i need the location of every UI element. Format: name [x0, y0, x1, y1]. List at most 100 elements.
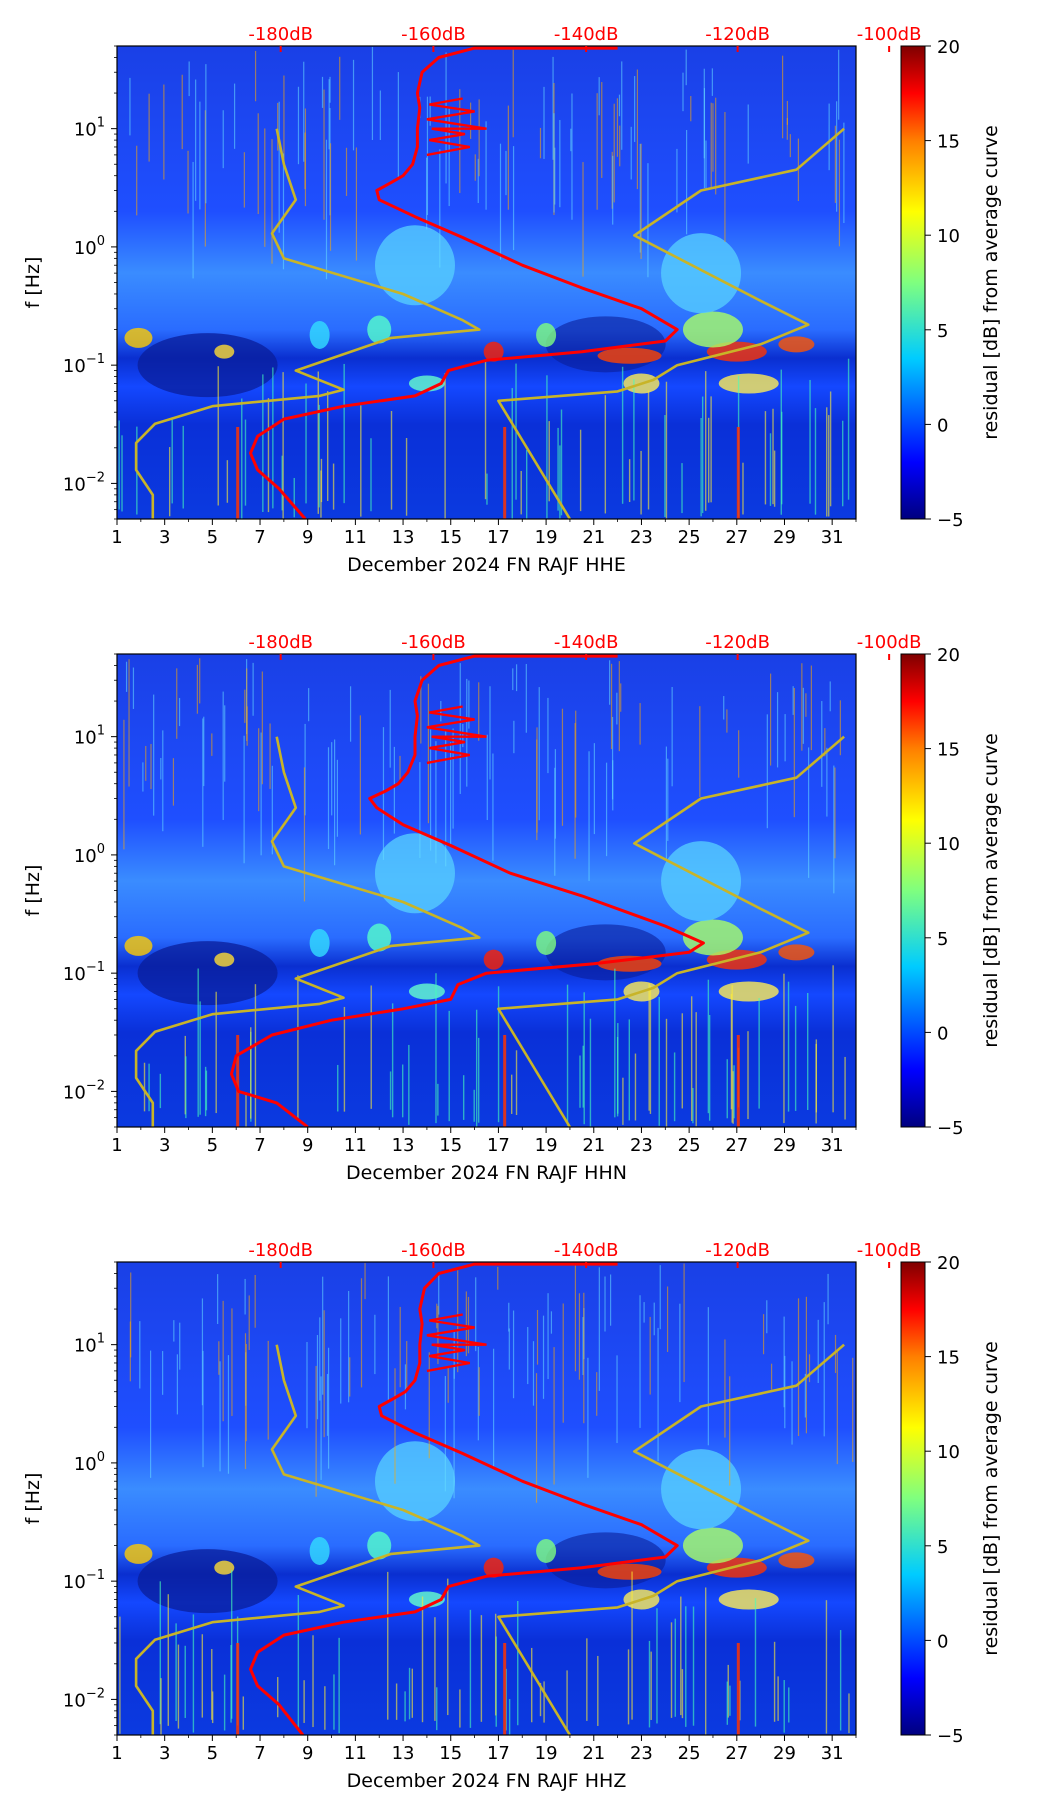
transient-streak: [271, 139, 273, 264]
y-tick-mantissa: 10: [74, 120, 97, 141]
transient-streak: [391, 1003, 394, 1118]
db-scale-label: -100dB: [857, 632, 922, 653]
transient-streak: [360, 405, 362, 517]
transient-streak: [747, 104, 749, 164]
transient-streak: [543, 86, 545, 159]
transient-streak: [733, 1065, 735, 1119]
x-tick-label: 5: [207, 1743, 218, 1764]
transient-streak: [643, 1302, 645, 1323]
transient-streak: [633, 379, 635, 501]
model-curve-left: [134, 1344, 481, 1735]
transient-streak: [453, 1364, 455, 1499]
db-scale-label: -180dB: [248, 24, 313, 45]
transient-streak: [670, 1622, 673, 1718]
transient-streak: [553, 1347, 555, 1485]
transient-streak: [836, 101, 838, 212]
transient-streak: [612, 155, 614, 225]
transient-streak: [794, 1005, 797, 1111]
transient-streak: [715, 97, 717, 195]
transient-streak: [343, 1006, 346, 1112]
transient-streak: [764, 411, 767, 505]
x-tick-label: 21: [582, 1743, 605, 1764]
colorbar-tick-label: 20: [937, 1253, 960, 1274]
transient-streak: [364, 1263, 366, 1300]
noise-blob: [718, 981, 779, 1002]
x-tick-label: 17: [487, 1743, 510, 1764]
transient-streak: [447, 1578, 449, 1716]
persistent-line: [736, 1642, 740, 1735]
db-scale-label: -180dB: [248, 1240, 313, 1261]
quiet-band: [545, 924, 666, 981]
transient-streak: [588, 751, 590, 881]
transient-streak: [428, 1352, 430, 1459]
y-tick-exponent: −1: [86, 960, 105, 975]
transient-streak: [397, 72, 399, 180]
transient-streak: [792, 686, 794, 715]
transient-streak: [547, 697, 549, 774]
transient-streak: [554, 147, 556, 205]
transient-streak: [598, 1267, 600, 1391]
transient-streak: [119, 1616, 121, 1734]
transient-streak: [271, 765, 273, 855]
colorbar-tick-label: −5: [937, 510, 964, 531]
y-tick-mantissa: 10: [74, 728, 97, 749]
transient-streak: [211, 733, 213, 756]
x-tick-label: 13: [392, 527, 415, 548]
transient-streak: [542, 1315, 545, 1399]
noise-blob: [778, 1552, 815, 1569]
transient-streak: [184, 1645, 186, 1718]
transient-streak: [343, 363, 345, 504]
transient-streak: [732, 1071, 734, 1124]
transient-streak: [459, 663, 461, 794]
transient-streak: [421, 1596, 424, 1723]
colorbar-tick-label: 0: [937, 1631, 948, 1652]
transient-streak: [562, 1303, 564, 1423]
y-tick-mantissa: 10: [63, 1082, 86, 1103]
x-axis-label: December 2024 FN RAJF HHE: [347, 554, 626, 576]
transient-streak: [215, 991, 217, 1114]
x-tick-label: 15: [439, 1743, 462, 1764]
transient-streak: [217, 1274, 219, 1324]
transient-streak: [574, 723, 576, 859]
transient-streak: [355, 147, 358, 261]
transient-streak: [776, 692, 779, 768]
transient-streak: [478, 682, 480, 741]
transient-streak: [742, 462, 744, 515]
transient-streak: [772, 408, 774, 505]
transient-streak: [281, 455, 283, 511]
transient-streak: [303, 61, 305, 162]
transient-streak: [437, 1305, 439, 1365]
y-tick-exponent: 1: [97, 724, 105, 739]
transient-streak: [429, 96, 431, 126]
noise-blob: [483, 949, 504, 970]
transient-streak: [205, 1070, 208, 1111]
noise-blob: [682, 1527, 743, 1564]
colorbar-tick-label: 5: [937, 1537, 948, 1558]
transient-streak: [264, 128, 266, 247]
transient-streak: [404, 1364, 407, 1410]
x-tick-label: 25: [678, 1135, 701, 1156]
transient-streak: [328, 79, 330, 150]
colorbar-tick-label: 5: [937, 321, 948, 342]
transient-streak: [766, 714, 768, 829]
transient-streak: [143, 1062, 146, 1112]
colorbar-tick-label: −5: [937, 1726, 964, 1747]
y-tick-mantissa: 10: [63, 964, 86, 985]
x-tick-label: 3: [159, 1135, 170, 1156]
spectrogram-panel-1: 1 3 5 7 9 11 13 15 17 19 21 23 25 27 29 3110−210−110010…: [22, 24, 1002, 576]
x-tick-label: 21: [582, 527, 605, 548]
noise-blob: [124, 1543, 153, 1564]
transient-streak: [639, 703, 641, 745]
transient-streak: [497, 1266, 499, 1290]
transient-streak: [578, 1293, 581, 1380]
noise-blob: [718, 1589, 779, 1610]
x-tick-label: 7: [254, 1743, 265, 1764]
transient-streak: [666, 1286, 669, 1352]
transient-streak: [489, 686, 491, 780]
transient-streak: [473, 1089, 475, 1122]
noise-blob: [483, 341, 504, 362]
transient-streak: [244, 419, 247, 506]
transient-streak: [199, 101, 201, 210]
x-tick-label: 23: [630, 1743, 653, 1764]
